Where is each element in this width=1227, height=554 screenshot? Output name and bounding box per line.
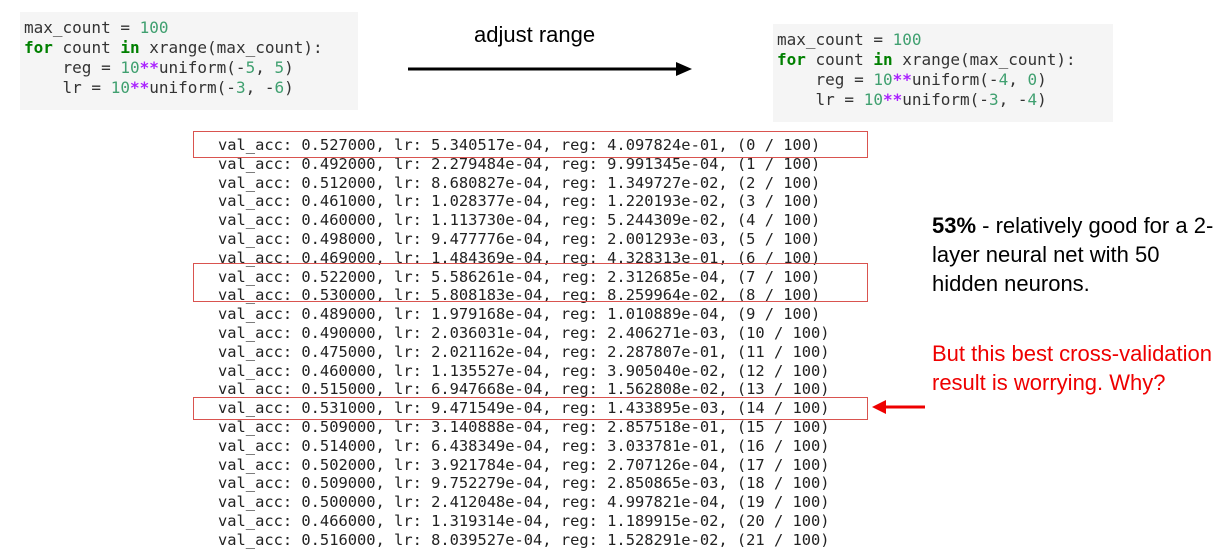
code-before: max_count = 100 for count in xrange(max_c… — [20, 12, 358, 110]
code-token: uniform(- — [149, 78, 236, 97]
code-token: 5 — [245, 58, 256, 77]
code-token: ) — [1037, 90, 1047, 109]
code-token: xrange(max_count): — [892, 50, 1076, 69]
code-token: lr = — [24, 78, 111, 97]
log-line: val_acc: 0.489000, lr: 1.979168e-04, reg… — [218, 305, 821, 324]
log-line: val_acc: 0.531000, lr: 9.471549e-04, reg… — [218, 399, 830, 418]
log-line: val_acc: 0.460000, lr: 1.135527e-04, reg… — [218, 361, 830, 380]
code-token: 3 — [988, 90, 999, 109]
log-line: val_acc: 0.530000, lr: 5.808183e-04, reg… — [218, 286, 821, 305]
log-line: val_acc: 0.469000, lr: 1.484369e-04, reg… — [218, 248, 821, 267]
code-token: 4 — [1027, 90, 1038, 109]
code-token: , - — [245, 78, 275, 97]
code-token: max_count = — [777, 30, 893, 49]
log-line: val_acc: 0.492000, lr: 2.279484e-04, reg… — [218, 154, 821, 173]
code-token: lr = — [777, 90, 864, 109]
code-token: count — [52, 38, 121, 57]
red-arrow-head — [872, 400, 886, 414]
code-token: 10 — [873, 70, 893, 89]
warning: But this best cross-validation result is… — [932, 341, 1213, 395]
log-line: val_acc: 0.490000, lr: 2.036031e-04, reg… — [218, 323, 830, 342]
code-line: for count in xrange(max_count): — [24, 38, 354, 58]
highlight-box — [193, 397, 868, 420]
code-token: 5 — [274, 58, 285, 77]
log-line: val_acc: 0.509000, lr: 9.752279e-04, reg… — [218, 474, 830, 493]
code-token: 0 — [1027, 70, 1038, 89]
note-text: - relatively good for a 2-layer neural n… — [932, 213, 1214, 296]
code-line: for count in xrange(max_count): — [777, 50, 1109, 70]
code-token: ) — [284, 58, 294, 77]
code-token: ** — [892, 70, 912, 89]
arrow-label: adjust range — [474, 22, 596, 47]
code-token: for — [24, 38, 53, 57]
code-token: count — [805, 50, 874, 69]
log-line: val_acc: 0.512000, lr: 8.680827e-04, reg… — [218, 173, 821, 192]
log-line: val_acc: 0.466000, lr: 1.319314e-04, reg… — [218, 511, 830, 530]
log: val_acc: 0.527000, lr: 5.340517e-04, reg… — [218, 136, 830, 550]
highlight-box — [193, 263, 868, 302]
code-token: uniform(- — [158, 58, 246, 77]
code-token: reg = — [24, 58, 121, 77]
code-token: uniform(- — [902, 90, 989, 109]
code-token: xrange(max_count): — [139, 38, 323, 57]
code-token: 6 — [274, 78, 285, 97]
code-token: uniform(- — [911, 70, 999, 89]
code-token: 3 — [235, 78, 246, 97]
code-token: ) — [284, 78, 294, 97]
code-line: max_count = 100 — [24, 18, 354, 38]
code-line: lr = 10**uniform(-3, -4) — [777, 90, 1109, 110]
log-line: val_acc: 0.460000, lr: 1.113730e-04, reg… — [218, 211, 821, 230]
highlight-box — [193, 131, 868, 158]
code-token: ** — [139, 58, 159, 77]
code-token: , — [1008, 70, 1028, 89]
code-token: ** — [129, 78, 150, 97]
code-token: , — [255, 58, 275, 77]
code-token: for — [777, 50, 806, 69]
log-line: val_acc: 0.515000, lr: 6.947668e-04, reg… — [218, 380, 830, 399]
code-token: max_count = — [24, 18, 140, 37]
code-token: reg = — [777, 70, 874, 89]
code-token: 10 — [120, 58, 140, 77]
code-token: 100 — [892, 30, 922, 49]
log-line: val_acc: 0.461000, lr: 1.028377e-04, reg… — [218, 192, 821, 211]
code-token: 10 — [863, 90, 883, 109]
code-line: reg = 10**uniform(-5, 5) — [24, 58, 354, 78]
note: 53% - relatively good for a 2-layer neur… — [932, 211, 1222, 298]
log-line: val_acc: 0.514000, lr: 6.438349e-04, reg… — [218, 436, 830, 455]
code-token: , - — [998, 90, 1028, 109]
code-token: 100 — [139, 18, 169, 37]
log-line: val_acc: 0.522000, lr: 5.586261e-04, reg… — [218, 267, 821, 286]
log-line: val_acc: 0.498000, lr: 9.477776e-04, reg… — [218, 229, 821, 248]
log-line: val_acc: 0.516000, lr: 8.039527e-04, reg… — [218, 530, 830, 549]
log-line: val_acc: 0.475000, lr: 2.021162e-04, reg… — [218, 342, 830, 361]
log-line: val_acc: 0.502000, lr: 3.921784e-04, reg… — [218, 455, 830, 474]
code-line: max_count = 100 — [777, 30, 1109, 50]
code-token: ** — [882, 90, 903, 109]
code-token: in — [120, 38, 140, 57]
log-line: val_acc: 0.509000, lr: 3.140888e-04, reg… — [218, 417, 830, 436]
code-token: in — [873, 50, 893, 69]
code-token: 10 — [110, 78, 130, 97]
code-line: reg = 10**uniform(-4, 0) — [777, 70, 1109, 90]
note-highlight: 53% — [932, 213, 977, 238]
code-after: max_count = 100 for count in xrange(max_c… — [773, 24, 1113, 122]
arrow-head — [676, 62, 692, 76]
log-line: val_acc: 0.527000, lr: 5.340517e-04, reg… — [218, 136, 821, 154]
code-token: ) — [1037, 70, 1047, 89]
log-line: val_acc: 0.500000, lr: 2.412048e-04, reg… — [218, 493, 830, 512]
code-line: lr = 10**uniform(-3, -6) — [24, 78, 354, 98]
code-token: 4 — [998, 70, 1009, 89]
